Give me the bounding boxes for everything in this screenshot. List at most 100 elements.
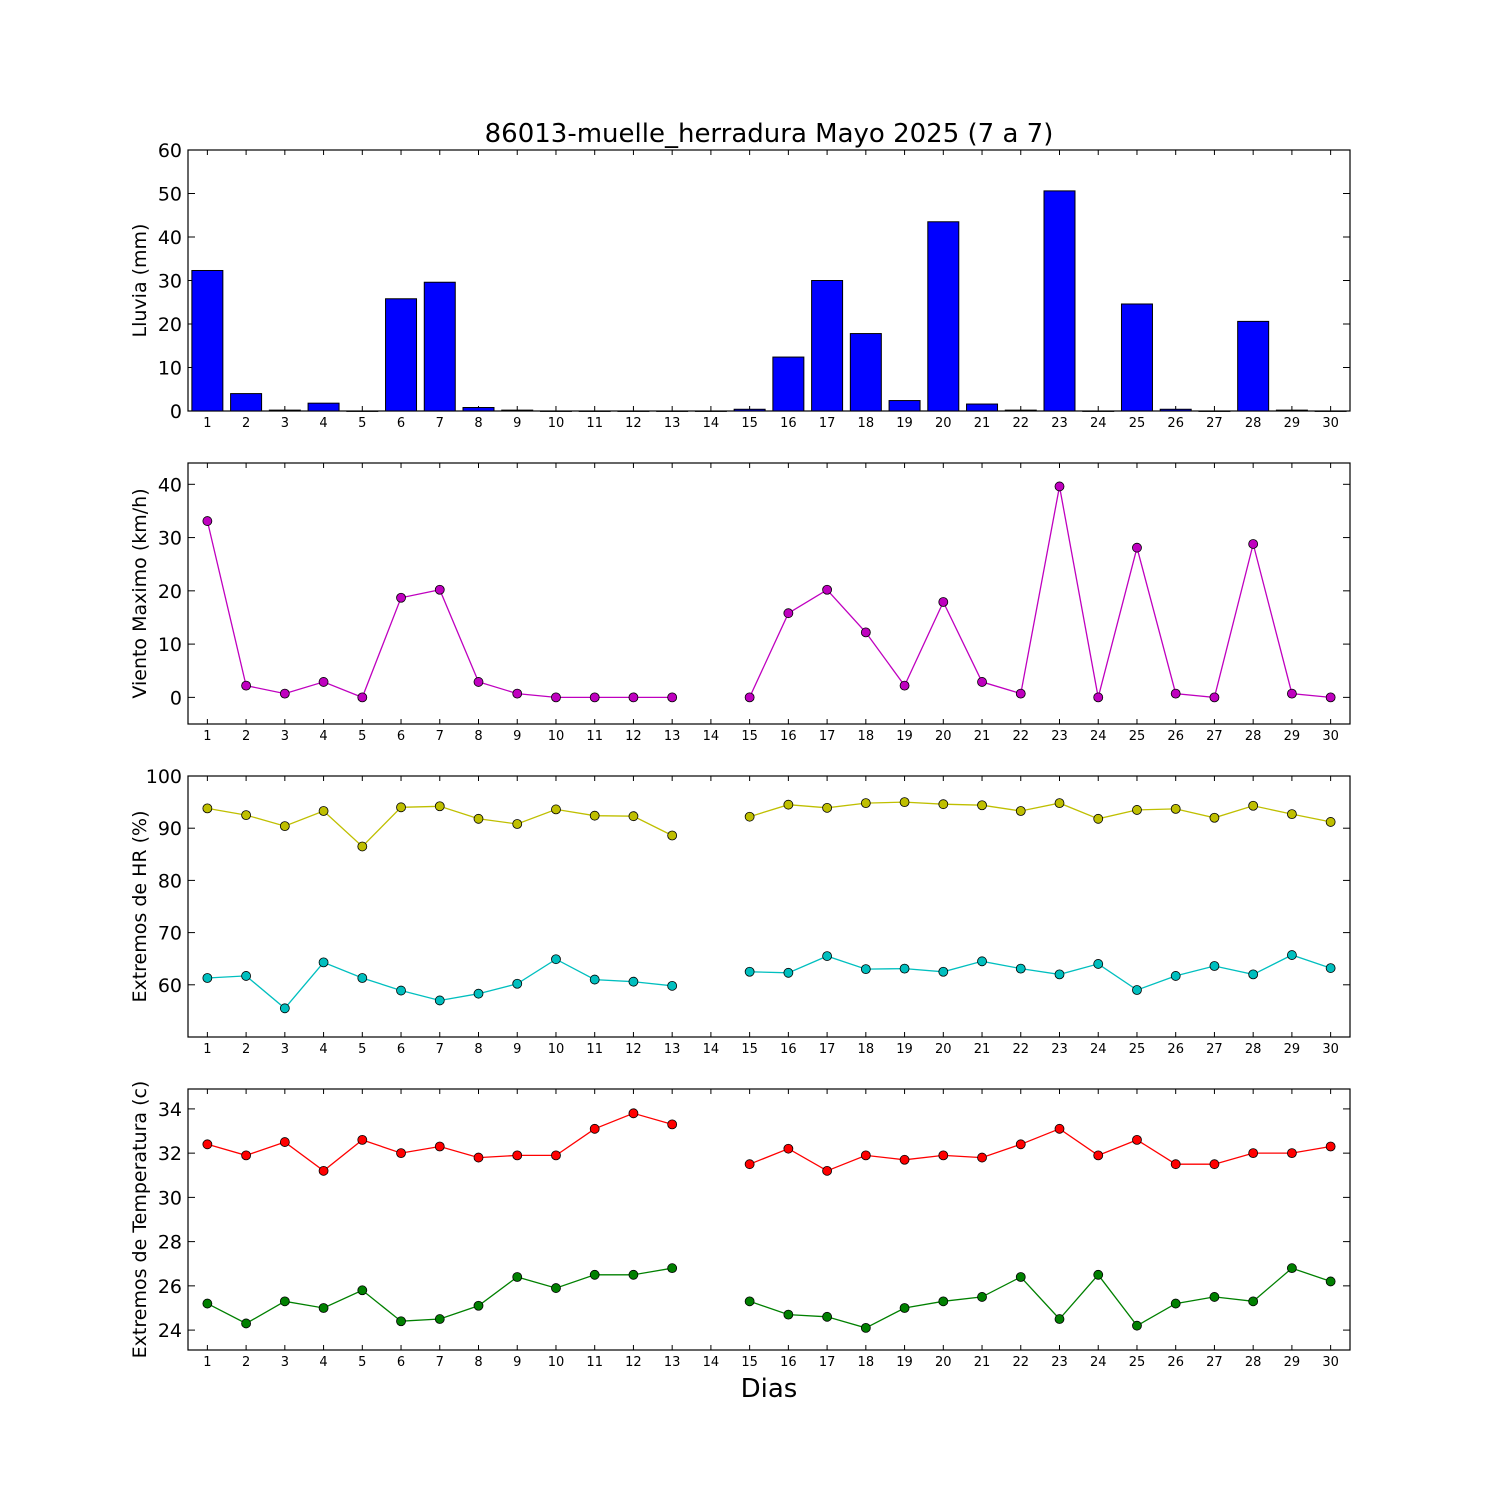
x-tick-label: 20 bbox=[935, 1355, 952, 1370]
x-tick-label: 16 bbox=[780, 729, 797, 744]
data-point bbox=[1248, 539, 1259, 549]
x-tick-label: 4 bbox=[319, 416, 327, 431]
data-point bbox=[589, 692, 600, 703]
data-point bbox=[1287, 950, 1297, 960]
data-point bbox=[783, 1143, 794, 1154]
data-point bbox=[318, 1303, 329, 1313]
data-point bbox=[512, 1272, 523, 1282]
bar bbox=[268, 409, 301, 412]
x-tick-label: 20 bbox=[935, 1042, 952, 1057]
x-tick-label: 10 bbox=[548, 1355, 565, 1370]
chart-title: 86013-muelle_herradura Mayo 2025 (7 a 7) bbox=[485, 119, 1054, 149]
bar bbox=[811, 280, 844, 412]
series-line bbox=[206, 520, 673, 699]
x-tick-label: 18 bbox=[858, 1355, 875, 1370]
data-point bbox=[899, 797, 910, 807]
x-tick-label: 13 bbox=[664, 416, 681, 431]
y-tick-label: 80 bbox=[158, 870, 182, 892]
data-point bbox=[396, 1316, 406, 1327]
data-point bbox=[357, 841, 368, 852]
x-tick-label: 17 bbox=[819, 1355, 836, 1370]
x-tick-label: 6 bbox=[397, 416, 405, 431]
data-point bbox=[1054, 481, 1065, 492]
x-tick-label: 25 bbox=[1129, 729, 1146, 744]
x-tick-label: 24 bbox=[1090, 416, 1107, 431]
x-tick-label: 26 bbox=[1167, 416, 1184, 431]
x-tick-label: 27 bbox=[1206, 1042, 1223, 1057]
data-point bbox=[202, 1139, 213, 1150]
x-tick-label: 9 bbox=[513, 1355, 521, 1370]
data-point bbox=[1015, 1139, 1026, 1150]
x-tick-label: 17 bbox=[819, 416, 836, 431]
data-point bbox=[1015, 806, 1026, 816]
x-tick-label: 1 bbox=[203, 729, 211, 744]
data-point bbox=[396, 1148, 406, 1159]
data-point bbox=[1325, 963, 1336, 973]
data-point bbox=[628, 1269, 639, 1280]
data-point bbox=[202, 973, 213, 983]
data-point bbox=[589, 1269, 600, 1280]
x-tick-label: 27 bbox=[1206, 729, 1223, 744]
bar bbox=[385, 298, 418, 412]
bar bbox=[191, 269, 224, 412]
data-point bbox=[1325, 692, 1336, 703]
x-tick-label: 26 bbox=[1167, 1355, 1184, 1370]
data-point bbox=[977, 956, 987, 967]
data-point bbox=[860, 1150, 871, 1161]
x-tick-label: 21 bbox=[974, 1355, 991, 1370]
data-point bbox=[1132, 542, 1142, 553]
data-point bbox=[1170, 1159, 1181, 1170]
y-tick-label: 0 bbox=[170, 401, 182, 423]
x-tick-label: 2 bbox=[242, 1042, 250, 1057]
data-point bbox=[628, 1108, 639, 1119]
x-tick-label: 5 bbox=[358, 729, 366, 744]
data-point bbox=[744, 966, 755, 977]
bar bbox=[733, 408, 766, 412]
y-tick-label: 34 bbox=[158, 1099, 182, 1121]
x-tick-label: 15 bbox=[741, 1042, 758, 1057]
x-tick-label: 26 bbox=[1167, 729, 1184, 744]
data-point bbox=[473, 988, 484, 999]
bar bbox=[462, 407, 495, 412]
bar bbox=[423, 281, 456, 412]
x-tick-label: 11 bbox=[586, 1042, 603, 1057]
x-tick-label: 4 bbox=[319, 729, 327, 744]
x-tick-label: 29 bbox=[1284, 1355, 1301, 1370]
series-line bbox=[749, 1128, 1331, 1172]
data-point bbox=[744, 692, 755, 703]
x-tick-label: 16 bbox=[780, 1042, 797, 1057]
y-axis-label: Extremos de Temperatura (c) bbox=[129, 1081, 151, 1359]
x-tick-label: 14 bbox=[703, 1042, 720, 1057]
data-point bbox=[783, 1309, 794, 1320]
data-point bbox=[279, 1137, 290, 1147]
x-tick-label: 12 bbox=[625, 729, 642, 744]
data-point bbox=[1209, 1292, 1220, 1302]
data-point bbox=[473, 1300, 484, 1311]
data-point bbox=[667, 980, 678, 991]
data-point bbox=[899, 963, 910, 974]
x-tick-label: 25 bbox=[1129, 1355, 1146, 1370]
series-line bbox=[749, 1267, 1331, 1329]
data-point bbox=[318, 806, 329, 816]
data-point bbox=[822, 951, 832, 961]
data-point bbox=[241, 1150, 252, 1161]
data-point bbox=[938, 597, 949, 607]
data-point bbox=[279, 1296, 290, 1307]
x-tick-label: 13 bbox=[664, 729, 681, 744]
x-tick-label: 21 bbox=[974, 416, 991, 431]
y-tick-label: 40 bbox=[158, 227, 182, 249]
data-point bbox=[396, 802, 406, 813]
y-tick-label: 20 bbox=[158, 314, 182, 336]
x-tick-label: 2 bbox=[242, 729, 250, 744]
data-point bbox=[473, 813, 484, 824]
x-tick-label: 28 bbox=[1245, 1042, 1262, 1057]
data-point bbox=[589, 974, 600, 985]
x-tick-label: 11 bbox=[586, 729, 603, 744]
x-tick-label: 20 bbox=[935, 416, 952, 431]
y-tick-label: 28 bbox=[158, 1232, 182, 1254]
data-point bbox=[667, 692, 678, 703]
plot-frame bbox=[187, 775, 1351, 1038]
x-tick-label: 27 bbox=[1206, 416, 1223, 431]
